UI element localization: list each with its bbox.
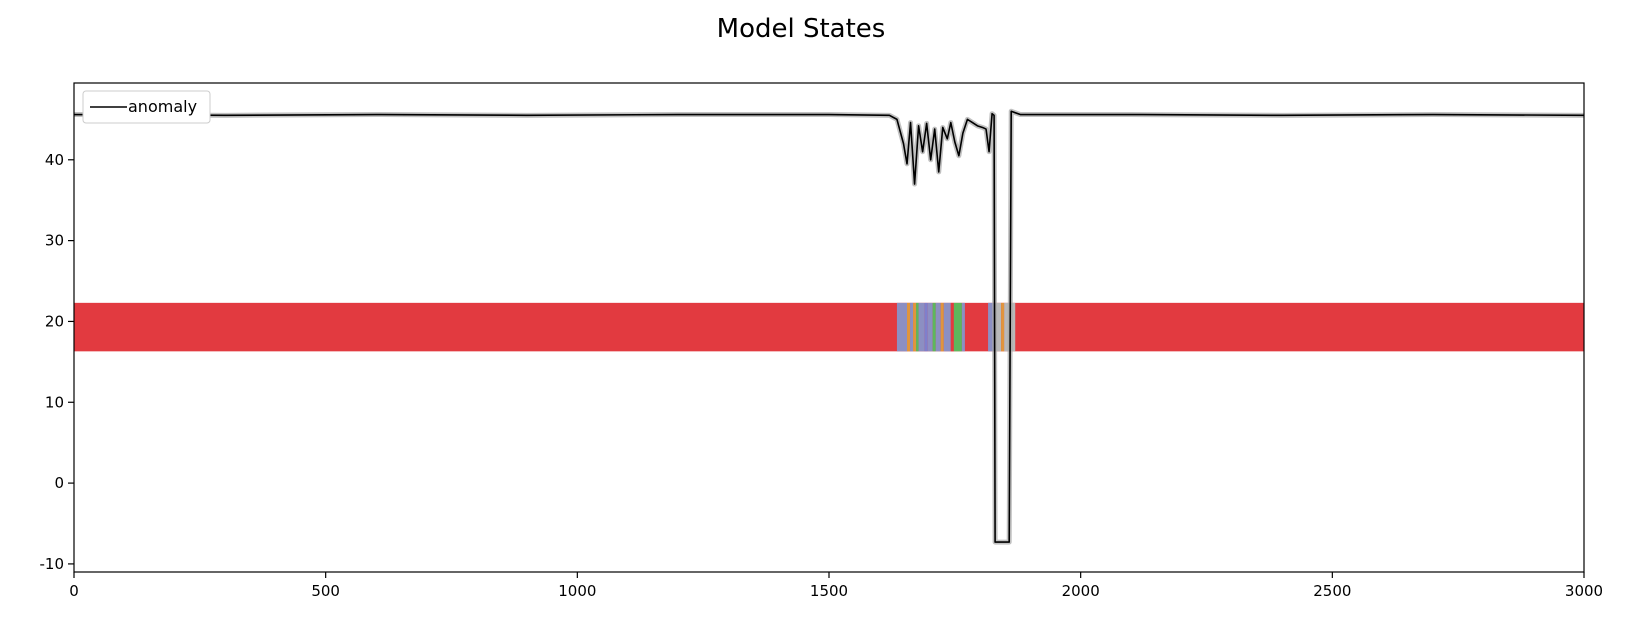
y-tick-label-20: 20 bbox=[45, 312, 64, 330]
series-layer bbox=[73, 108, 1585, 545]
legend-box bbox=[82, 90, 211, 124]
state-segment-9 bbox=[935, 302, 941, 352]
state-segment-0 bbox=[896, 302, 908, 352]
x-tick-label-2500: 2500 bbox=[1313, 582, 1351, 600]
y-tick-label--10: -10 bbox=[40, 555, 65, 573]
state-band-base bbox=[74, 302, 1584, 352]
y-tick-label-0: 0 bbox=[54, 474, 64, 492]
x-tick-label-3000: 3000 bbox=[1565, 582, 1603, 600]
y-tick-label-30: 30 bbox=[45, 232, 64, 250]
state-segment-8 bbox=[932, 302, 936, 352]
state-segment-3 bbox=[913, 302, 917, 352]
x-tick-label-500: 500 bbox=[311, 582, 340, 600]
state-segment-11 bbox=[943, 302, 951, 352]
state-segment-6 bbox=[924, 302, 928, 352]
state-segment-2 bbox=[910, 302, 914, 352]
x-tick-label-2000: 2000 bbox=[1062, 582, 1100, 600]
y-tick-label-10: 10 bbox=[45, 393, 64, 411]
series-line-anomaly bbox=[73, 110, 1585, 543]
state-band bbox=[74, 302, 1584, 352]
legend: anomaly bbox=[82, 90, 211, 124]
y-axis: -10 0 10 20 30 40 bbox=[40, 151, 74, 573]
state-segment-13 bbox=[953, 302, 962, 352]
state-segment-17 bbox=[1001, 302, 1005, 352]
state-segment-12 bbox=[950, 302, 954, 352]
chart-title: Model States bbox=[717, 14, 886, 44]
state-segment-7 bbox=[927, 302, 933, 352]
state-segment-16 bbox=[994, 302, 1002, 352]
state-segment-10 bbox=[940, 302, 944, 352]
state-segment-4 bbox=[916, 302, 919, 352]
x-tick-label-1000: 1000 bbox=[558, 582, 596, 600]
y-tick-label-40: 40 bbox=[45, 151, 64, 169]
state-segment-5 bbox=[918, 302, 925, 352]
legend-label-anomaly: anomaly bbox=[128, 97, 197, 116]
state-segment-1 bbox=[907, 302, 911, 352]
state-segment-15 bbox=[988, 302, 995, 352]
x-tick-label-0: 0 bbox=[69, 582, 79, 600]
state-segment-14 bbox=[961, 302, 965, 352]
x-tick-label-1500: 1500 bbox=[810, 582, 848, 600]
x-axis: 0 500 1000 1500 2000 2500 3000 bbox=[69, 572, 1603, 600]
